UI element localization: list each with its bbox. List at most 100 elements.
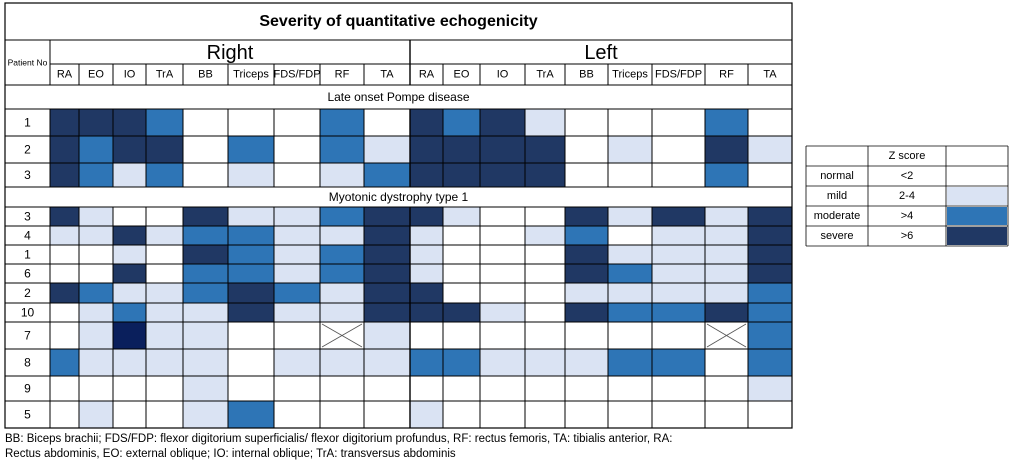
heat-cell <box>79 376 113 401</box>
heat-cell <box>748 226 792 245</box>
heat-cell <box>320 264 364 283</box>
caption-line-2: Rectus abdominis, EO: external oblique; … <box>5 448 456 460</box>
heat-cell <box>320 226 364 245</box>
heat-cell <box>608 303 652 322</box>
heat-cell <box>79 264 113 283</box>
heat-cell <box>443 163 480 187</box>
heat-cell <box>320 349 364 376</box>
muscle-header: Triceps <box>233 69 269 81</box>
heat-cell <box>274 163 320 187</box>
muscle-header: RA <box>57 69 73 81</box>
heat-cell <box>228 245 274 264</box>
legend-swatch <box>947 187 1007 205</box>
heat-cell <box>565 109 608 136</box>
heat-cell <box>705 401 748 428</box>
heat-cell <box>652 283 705 303</box>
heat-cell <box>565 163 608 187</box>
na-cross-line <box>321 323 363 348</box>
muscle-header: RF <box>719 69 734 81</box>
heat-cell <box>443 136 480 163</box>
heat-cell <box>748 322 792 349</box>
heat-cell <box>525 349 565 376</box>
heat-cell <box>443 283 480 303</box>
heat-cell <box>50 207 79 226</box>
heat-cell <box>565 349 608 376</box>
heat-cell <box>320 283 364 303</box>
heat-cell <box>113 136 146 163</box>
muscle-header: BB <box>198 69 213 81</box>
heat-cell <box>228 349 274 376</box>
heat-cell <box>525 163 565 187</box>
legend-label: normal <box>820 170 854 182</box>
heat-cell <box>748 163 792 187</box>
heat-cell <box>525 322 565 349</box>
heat-cell <box>525 226 565 245</box>
heat-cell <box>146 163 183 187</box>
heat-cell <box>364 264 410 283</box>
heat-cell <box>146 109 183 136</box>
heat-cell <box>79 109 113 136</box>
heat-cell <box>608 136 652 163</box>
heat-cell <box>410 322 443 349</box>
heat-cell <box>705 303 748 322</box>
heat-cell <box>480 136 525 163</box>
heat-cell <box>228 163 274 187</box>
patient-number: 8 <box>24 356 31 370</box>
heat-cell <box>364 401 410 428</box>
heat-cell <box>410 245 443 264</box>
muscle-header: RA <box>419 69 435 81</box>
heat-cell <box>410 136 443 163</box>
heat-cell <box>608 401 652 428</box>
heat-cell <box>113 163 146 187</box>
heat-cell <box>50 245 79 264</box>
heat-cell <box>113 207 146 226</box>
heat-cell <box>183 264 228 283</box>
heat-cell <box>228 136 274 163</box>
heat-cell <box>79 226 113 245</box>
heat-cell <box>525 303 565 322</box>
heat-cell <box>146 136 183 163</box>
heat-cell <box>146 322 183 349</box>
heat-cell <box>480 245 525 264</box>
heat-cell <box>146 283 183 303</box>
heat-cell <box>410 303 443 322</box>
heat-cell <box>410 401 443 428</box>
heat-cell <box>228 376 274 401</box>
heat-cell <box>50 322 79 349</box>
heat-cell <box>113 109 146 136</box>
heat-cell <box>364 163 410 187</box>
heat-cell <box>410 163 443 187</box>
heat-cell <box>652 376 705 401</box>
heat-cell <box>320 163 364 187</box>
heat-cell <box>50 109 79 136</box>
heat-cell <box>410 376 443 401</box>
muscle-header: TrA <box>156 69 174 81</box>
heat-cell <box>364 136 410 163</box>
caption-line-1: BB: Biceps brachii; FDS/FDP: flexor digi… <box>5 433 673 445</box>
heat-cell <box>274 207 320 226</box>
heat-cell <box>608 207 652 226</box>
patient-number: 7 <box>24 329 31 343</box>
heat-cell <box>443 264 480 283</box>
heat-cell <box>525 245 565 264</box>
heat-cell <box>608 283 652 303</box>
heat-cell <box>274 264 320 283</box>
heat-cell <box>480 207 525 226</box>
heat-cell <box>79 401 113 428</box>
heat-cell <box>608 163 652 187</box>
heat-cell <box>364 376 410 401</box>
heat-cell <box>113 283 146 303</box>
heat-cell <box>443 376 480 401</box>
heat-cell <box>274 245 320 264</box>
heat-cell <box>364 349 410 376</box>
heat-cell <box>748 349 792 376</box>
heat-cell <box>320 245 364 264</box>
heat-cell <box>146 376 183 401</box>
legend-range: 2-4 <box>899 190 915 202</box>
table-border <box>4 2 793 429</box>
heat-cell <box>748 401 792 428</box>
heat-cell <box>228 264 274 283</box>
heat-cell <box>146 245 183 264</box>
heat-cell <box>146 226 183 245</box>
heat-cell <box>480 226 525 245</box>
